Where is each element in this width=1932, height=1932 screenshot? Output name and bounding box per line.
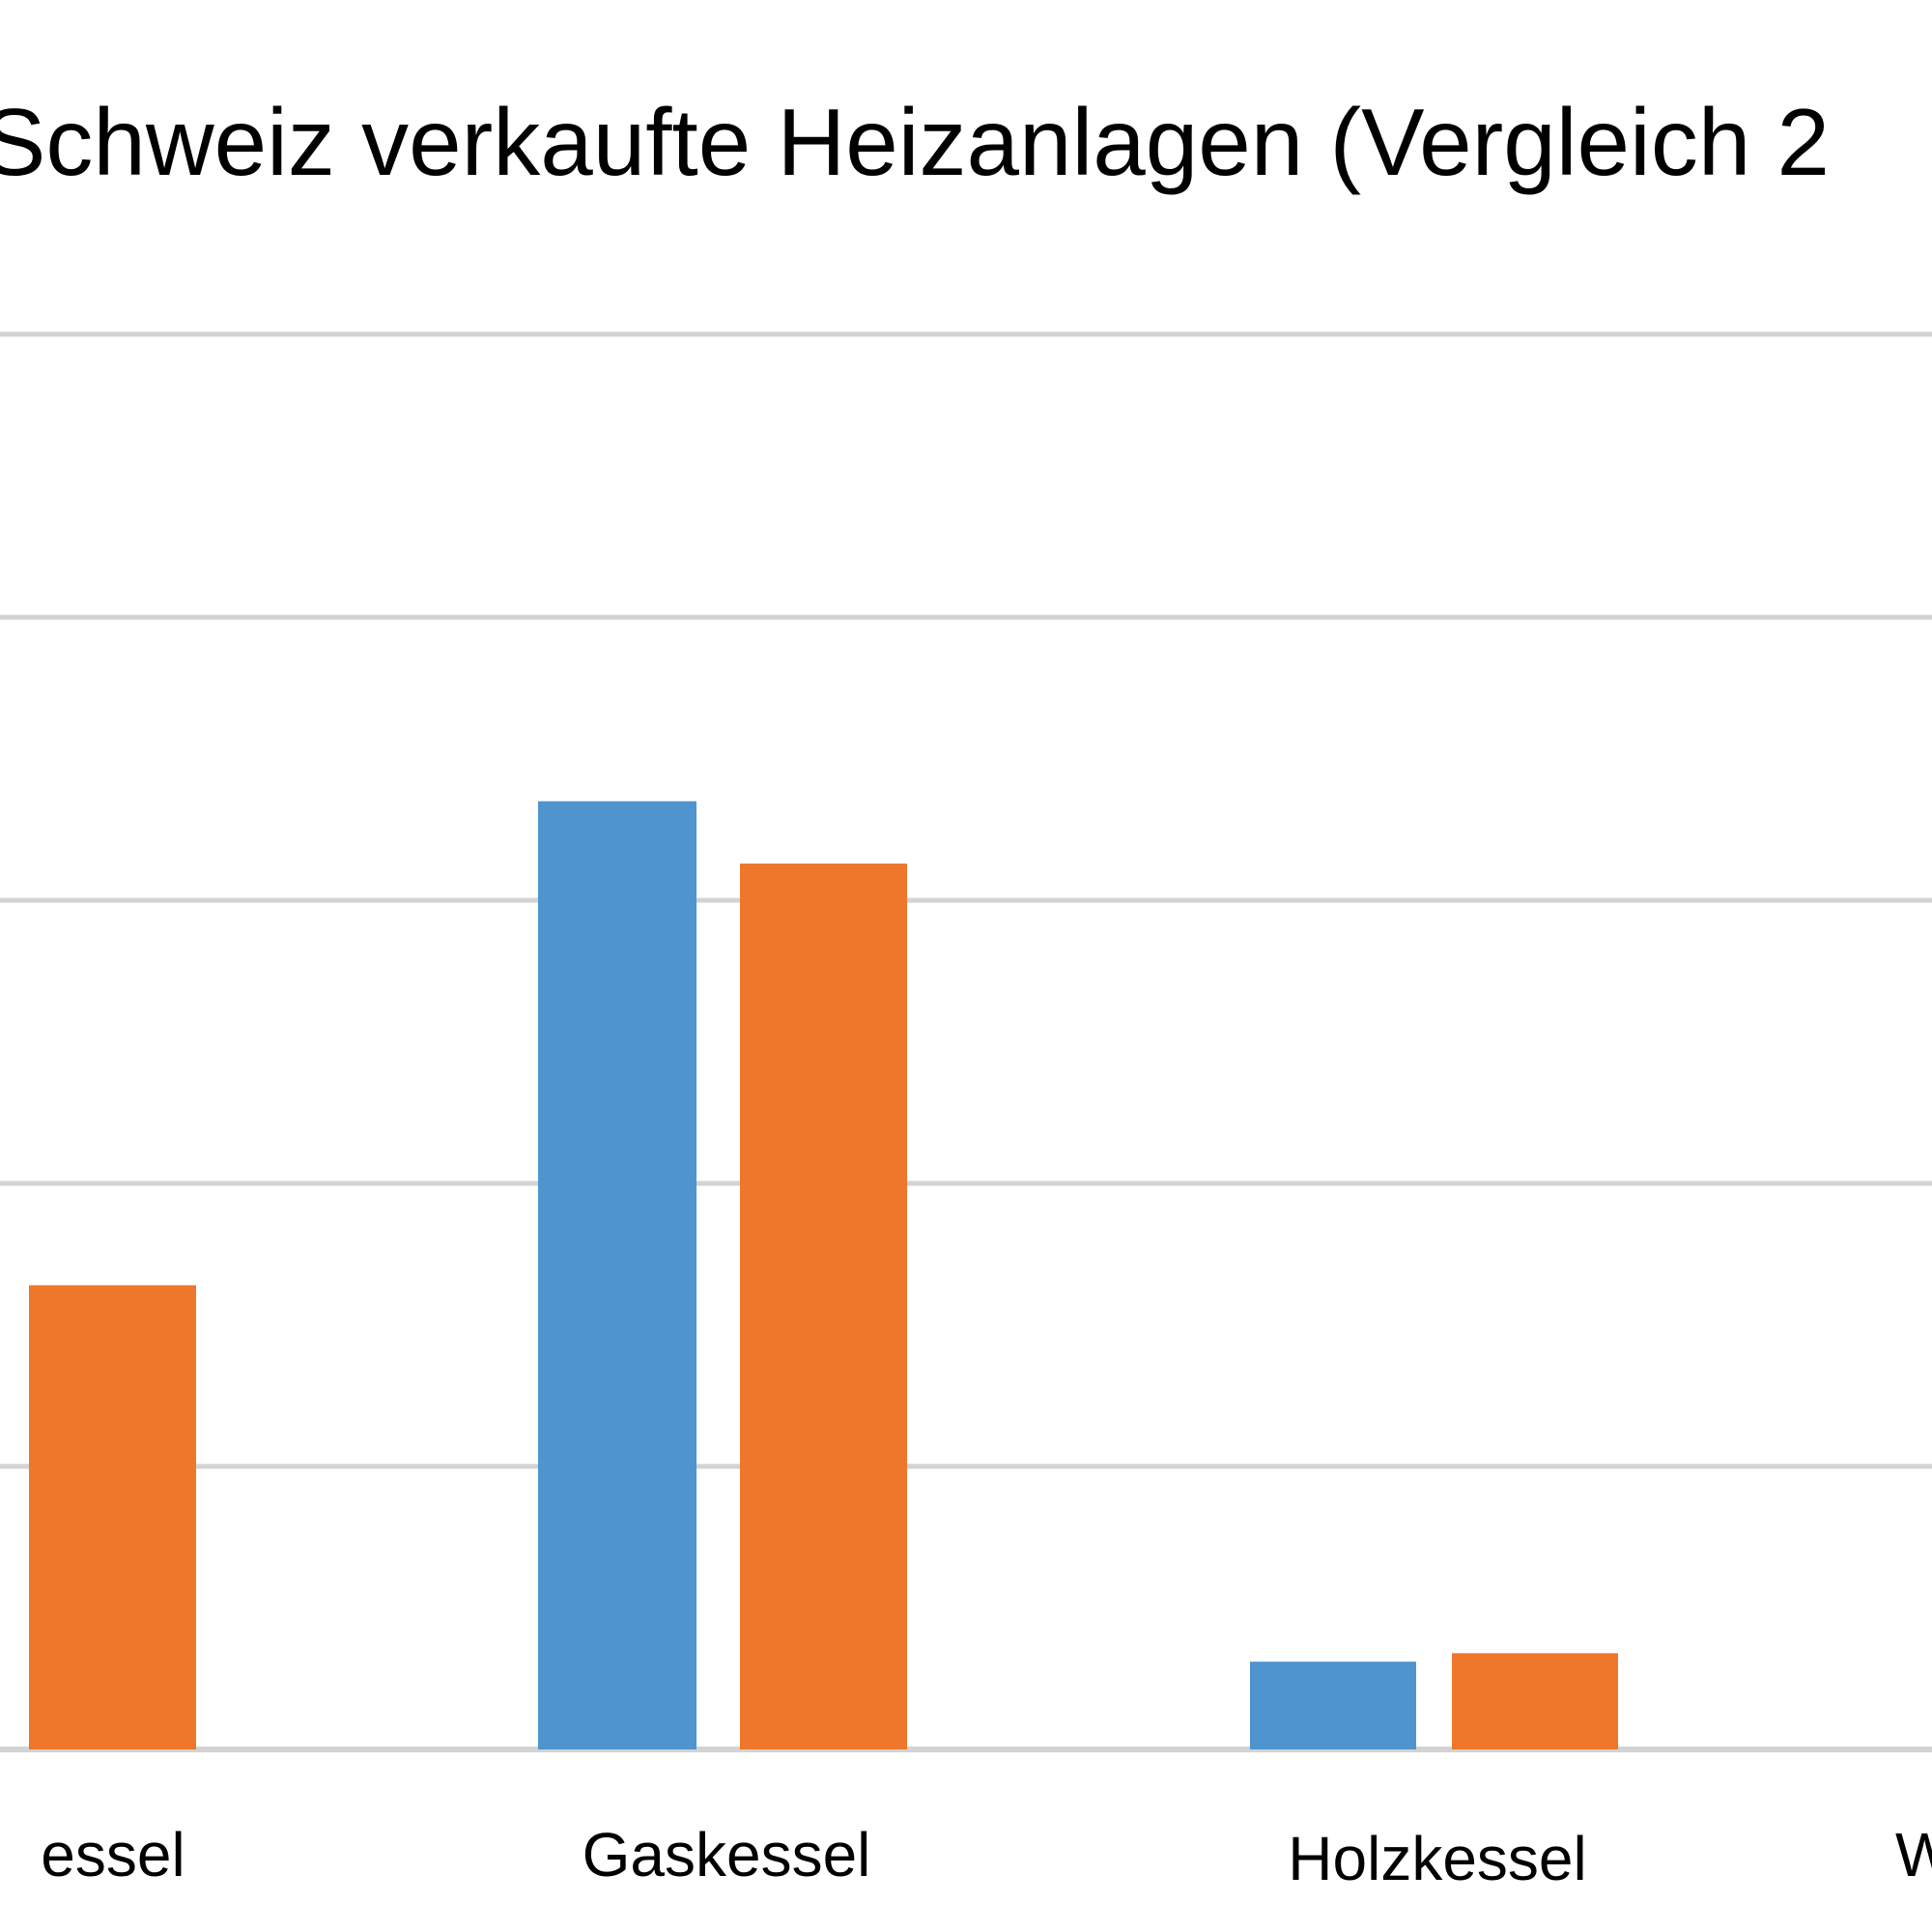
gridlines: [0, 331, 1932, 1752]
bar-orange-2: [1452, 1653, 1618, 1749]
x-axis-tick-labels: essel Gaskessel Holzkessel W: [41, 1820, 1932, 1893]
x-tick-label-1: Gaskessel: [582, 1820, 871, 1889]
bar-blue-1: [538, 801, 696, 1749]
x-tick-label-3: W: [1895, 1820, 1932, 1889]
bar-blue-2: [1250, 1662, 1416, 1749]
bars: [29, 801, 1618, 1749]
x-tick-label-2: Holzkessel: [1288, 1824, 1586, 1893]
bar-orange-1: [740, 863, 907, 1749]
bar-orange-0: [29, 1285, 196, 1749]
chart-title: Schweiz verkaufte Heizanlagen (Vergleich…: [0, 89, 1830, 195]
x-tick-label-0: essel: [41, 1820, 185, 1889]
